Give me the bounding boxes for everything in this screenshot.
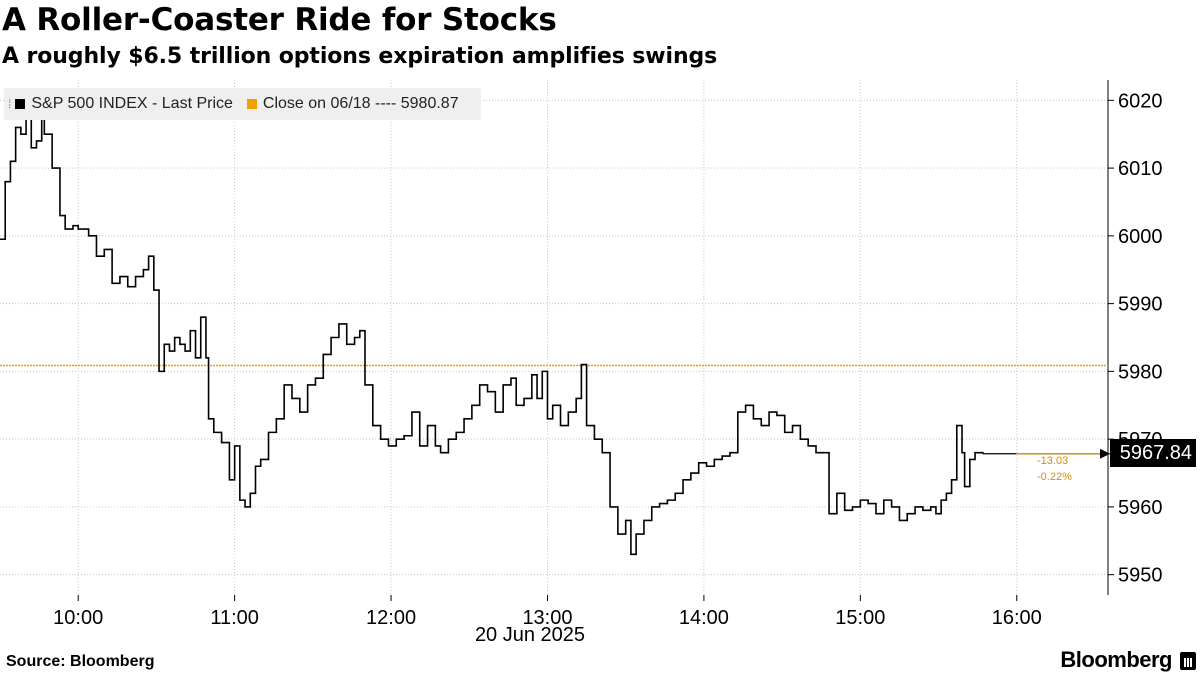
legend-item-reference: Close on 06/18 ---- 5980.87: [246, 95, 459, 113]
y-tick-label: 6010: [1118, 158, 1163, 180]
y-tick-label: 5980: [1118, 361, 1163, 383]
legend-label-reference: Close on 06/18 ---- 5980.87: [262, 95, 459, 112]
y-tick-label: 5990: [1118, 294, 1163, 316]
y-tick-label: 6020: [1118, 90, 1163, 112]
y-tick-label: 5950: [1118, 565, 1163, 587]
legend-swatch-black: [15, 99, 26, 109]
y-tick-label: 6000: [1118, 226, 1163, 248]
chart-title: A Roller-Coaster Ride for Stocks: [2, 2, 557, 38]
y-tick-label: 5960: [1118, 497, 1163, 519]
x-axis-date-label: 20 Jun 2025: [474, 624, 586, 646]
drag-handle-icon: ⁞: [8, 97, 12, 111]
series-line-last-price: [0, 113, 984, 556]
legend-item-last-price: S&P 500 INDEX - Last Price: [15, 95, 233, 113]
last-price-badge: 5967.84: [1110, 439, 1196, 467]
last-price-pointer: [1100, 448, 1110, 459]
legend-swatch-orange: [246, 99, 257, 109]
x-tick-label: 11:00: [210, 607, 259, 629]
change-percent: -0.22%: [1037, 471, 1072, 483]
x-tick-label: 16:00: [992, 607, 1042, 629]
chart-subtitle: A roughly $6.5 trillion options expirati…: [2, 44, 718, 69]
x-tick-label: 12:00: [366, 607, 416, 629]
bloomberg-chart-icon: [1180, 652, 1196, 670]
x-tick-label: 10:00: [53, 607, 103, 629]
bloomberg-logo: Bloomberg: [1060, 647, 1172, 672]
x-tick-label: 15:00: [835, 607, 885, 629]
chart-legend: ⁞ S&P 500 INDEX - Last Price Close on 06…: [4, 88, 481, 120]
x-tick-label: 14:00: [679, 607, 729, 629]
legend-label-last-price: S&P 500 INDEX - Last Price: [31, 95, 233, 112]
change-absolute: -13.03: [1037, 455, 1069, 467]
x-tick-label: 13:00: [522, 607, 572, 629]
source-note: Source: Bloomberg: [6, 653, 155, 670]
